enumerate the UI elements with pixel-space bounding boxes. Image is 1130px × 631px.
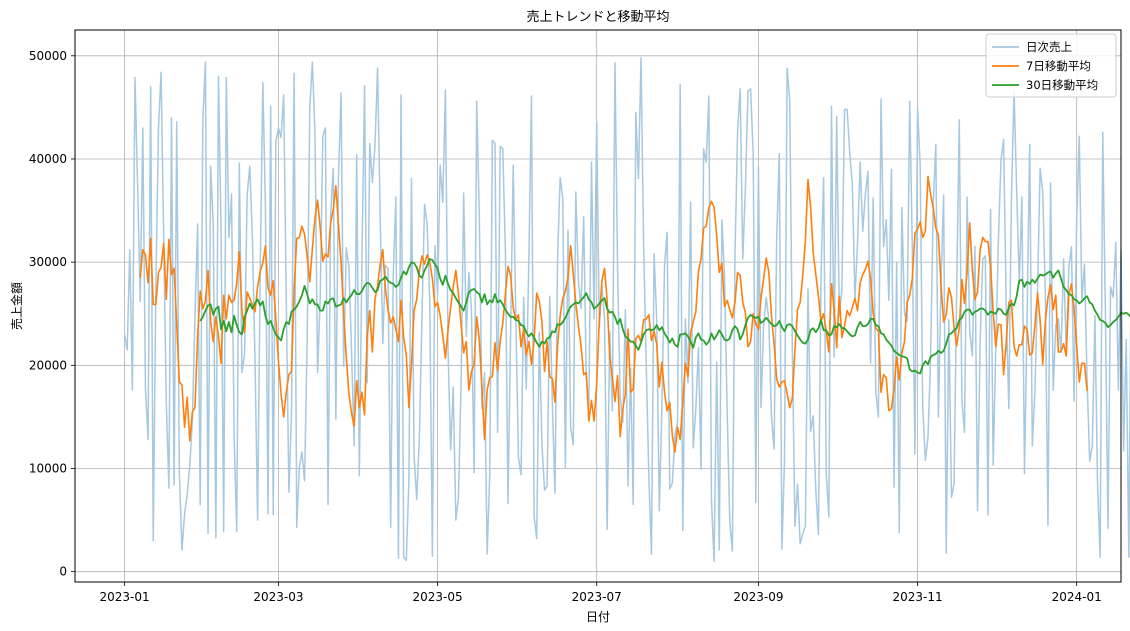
series-line-0 xyxy=(123,57,1130,563)
x-tick-label: 2023-01 xyxy=(99,590,149,604)
x-tick-label: 2023-03 xyxy=(253,590,303,604)
legend: 日次売上 7日移動平均 30日移動平均 xyxy=(985,33,1117,98)
y-tick-label: 10000 xyxy=(29,462,67,476)
x-tick-label: 2023-07 xyxy=(572,590,622,604)
x-tick-label: 2023-05 xyxy=(413,590,463,604)
chart-title: 売上トレンドと移動平均 xyxy=(526,9,669,25)
y-tick-label: 20000 xyxy=(29,358,67,372)
y-tick-label: 30000 xyxy=(29,255,67,269)
y-tick-label: 50000 xyxy=(29,49,67,63)
legend-label-1: 7日移動平均 xyxy=(1026,59,1091,73)
series-layer xyxy=(123,57,1130,563)
series-line-2 xyxy=(199,258,1130,375)
plot-frame xyxy=(74,29,1122,583)
x-tick-label: 2023-09 xyxy=(733,590,783,604)
y-tick-label: 40000 xyxy=(29,152,67,166)
series-line-1 xyxy=(139,175,1088,453)
legend-label-2: 30日移動平均 xyxy=(1026,78,1098,92)
legend-box xyxy=(985,33,1117,98)
y-axis-title: 売上金額 xyxy=(9,282,24,330)
x-axis: 2023-01 2023-03 2023-05 2023-07 2023-09 2023-… xyxy=(99,582,1102,604)
x-axis-title: 日付 xyxy=(586,610,610,624)
x-tick-label: 2023-11 xyxy=(892,590,942,604)
legend-label-0: 日次売上 xyxy=(1026,40,1072,54)
y-axis: 0 10000 20000 30000 40000 50000 xyxy=(29,49,75,579)
y-tick-label: 0 xyxy=(59,565,67,579)
x-tick-label: 2024-01 xyxy=(1052,590,1102,604)
